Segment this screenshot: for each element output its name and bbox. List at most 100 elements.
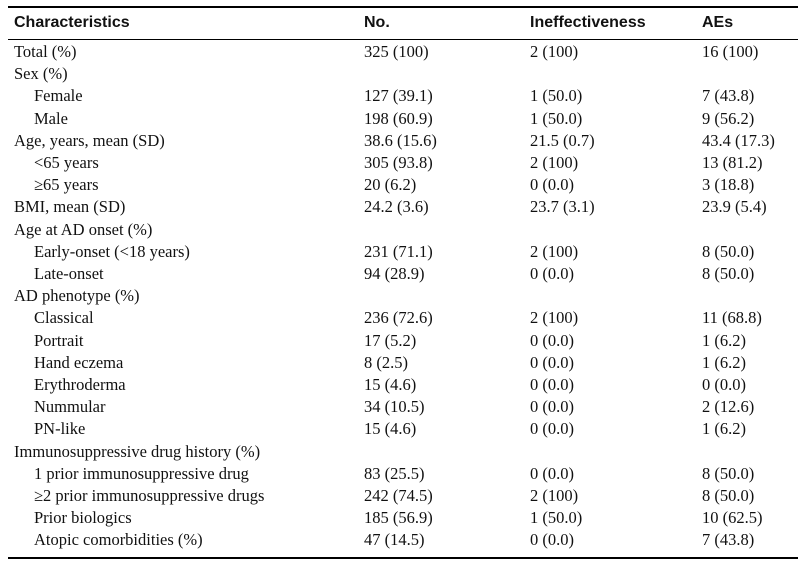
cell-no: 231 (71.1) [364, 241, 433, 261]
table-row: Hand eczema 8 (2.5) 0 (0.0) 1 (6.2) [8, 352, 798, 374]
row-label: Age at AD onset (%) [14, 219, 153, 239]
cell-aes: 1 (6.2) [702, 330, 746, 350]
cell-ineffectiveness: 1 (50.0) [530, 86, 583, 106]
row-label: Total (%) [14, 42, 77, 61]
table-row: Age at AD onset (%) [8, 219, 798, 241]
cell-no: 38.6 (15.6) [364, 130, 437, 150]
cell-ineffectiveness: 2 (100) [530, 42, 579, 61]
row-label: Erythroderma [34, 375, 126, 394]
row-label: Atopic comorbidities (%) [34, 530, 203, 550]
cell-ineffectiveness: 0 (0.0) [530, 175, 574, 195]
table-header-row: Characteristics No. Ineffectiveness AEs [8, 10, 798, 36]
cell-no: 83 (25.5) [364, 463, 425, 483]
cell-no: 198 (60.9) [364, 108, 433, 128]
table-row: Early-onset (<18 years) 231 (71.1) 2 (100)… [8, 241, 798, 263]
row-label: PN-like [34, 419, 86, 439]
table-row: Immunosuppressive drug history (%) [8, 441, 798, 463]
table-row: Age, years, mean (SD) 38.6 (15.6) 21.5 (0.… [8, 130, 798, 152]
cell-aes: 10 (62.5) [702, 508, 763, 528]
cell-no: 242 (74.5) [364, 486, 433, 505]
cell-ineffectiveness: 2 (100) [530, 153, 579, 172]
cell-ineffectiveness: 0 (0.0) [530, 463, 574, 483]
row-label: Classical [34, 308, 94, 328]
cell-no: 24.2 (3.6) [364, 197, 429, 217]
cell-ineffectiveness: 0 (0.0) [530, 375, 574, 394]
cell-aes: 43.4 (17.3) [702, 130, 775, 150]
row-label: Age, years, mean (SD) [14, 130, 165, 150]
cell-aes: 8 (50.0) [702, 264, 755, 283]
row-label: Prior biologics [34, 508, 132, 528]
table-row: BMI, mean (SD) 24.2 (3.6) 23.7 (3.1) 23.9 (… [8, 196, 798, 218]
row-label: <65 years [34, 153, 99, 172]
table-row: Classical 236 (72.6) 2 (100) 11 (68.8) [8, 307, 798, 329]
cell-ineffectiveness: 0 (0.0) [530, 264, 574, 283]
cell-no: 17 (5.2) [364, 330, 417, 350]
header-aes: AEs [702, 14, 734, 31]
cell-no: 305 (93.8) [364, 153, 433, 172]
header-ineffectiveness: Ineffectiveness [530, 14, 646, 31]
cell-aes: 23.9 (5.4) [702, 197, 767, 217]
cell-ineffectiveness: 23.7 (3.1) [530, 197, 595, 217]
cell-ineffectiveness: 0 (0.0) [530, 352, 574, 372]
table-row: Male 198 (60.9) 1 (50.0) 9 (56.2) [8, 108, 798, 130]
table-row: ≥2 prior immunosuppressive drugs 242 (74.… [8, 485, 798, 507]
table-row: Sex (%) [8, 63, 798, 85]
table-header-rule [8, 39, 798, 40]
row-label: Hand eczema [34, 352, 124, 372]
table-row: <65 years 305 (93.8) 2 (100) 13 (81.2) [8, 152, 798, 174]
table-row: PN-like 15 (4.6) 0 (0.0) 1 (6.2) [8, 418, 798, 440]
cell-ineffectiveness: 0 (0.0) [530, 530, 574, 550]
cell-ineffectiveness: 0 (0.0) [530, 330, 574, 350]
cell-ineffectiveness: 1 (50.0) [530, 108, 583, 128]
header-no: No. [364, 14, 390, 31]
row-label: 1 prior immunosuppressive drug [34, 463, 249, 483]
cell-no: 185 (56.9) [364, 508, 433, 528]
cell-aes: 1 (6.2) [702, 419, 746, 439]
table-row: Erythroderma 15 (4.6) 0 (0.0) 0 (0.0) [8, 374, 798, 396]
row-label: Male [34, 108, 68, 128]
cell-no: 236 (72.6) [364, 308, 433, 328]
cell-ineffectiveness: 2 (100) [530, 486, 579, 505]
row-label: Portrait [34, 330, 84, 350]
cell-aes: 7 (43.8) [702, 86, 755, 106]
cell-aes: 11 (68.8) [702, 308, 762, 328]
table-row: Atopic comorbidities (%) 47 (14.5) 0 (0.0)… [8, 529, 798, 551]
cell-no: 15 (4.6) [364, 419, 417, 439]
cell-ineffectiveness: 2 (100) [530, 241, 579, 261]
row-label: Sex (%) [14, 64, 68, 84]
cell-no: 127 (39.1) [364, 86, 433, 106]
table-row: ≥65 years 20 (6.2) 0 (0.0) 3 (18.8) [8, 174, 798, 196]
cell-no: 34 (10.5) [364, 397, 425, 417]
row-label: Nummular [34, 397, 106, 417]
cell-aes: 0 (0.0) [702, 375, 746, 394]
table-row: 1 prior immunosuppressive drug 83 (25.5) 0… [8, 463, 798, 485]
cell-no: 94 (28.9) [364, 264, 425, 283]
table-bottom-rule [8, 557, 798, 559]
cell-ineffectiveness: 0 (0.0) [530, 397, 574, 417]
cell-ineffectiveness: 21.5 (0.7) [530, 130, 595, 150]
row-label: Immunosuppressive drug history (%) [14, 441, 261, 461]
cell-no: 15 (4.6) [364, 375, 417, 394]
cell-aes: 3 (18.8) [702, 175, 755, 195]
cell-aes: 8 (50.0) [702, 463, 755, 483]
cell-ineffectiveness: 2 (100) [530, 308, 579, 328]
table-top-rule [8, 6, 798, 8]
cell-aes: 2 (12.6) [702, 397, 755, 417]
row-label: Late-onset [34, 264, 104, 283]
row-label: Early-onset (<18 years) [34, 241, 190, 261]
header-characteristics: Characteristics [14, 14, 130, 31]
cell-aes: 7 (43.8) [702, 530, 755, 550]
cell-aes: 13 (81.2) [702, 153, 763, 172]
cell-ineffectiveness: 1 (50.0) [530, 508, 583, 528]
row-label: ≥65 years [34, 175, 99, 195]
cell-ineffectiveness: 0 (0.0) [530, 419, 574, 439]
cell-aes: 8 (50.0) [702, 241, 755, 261]
row-label: ≥2 prior immunosuppressive drugs [34, 486, 265, 505]
table-row: Late-onset 94 (28.9) 0 (0.0) 8 (50.0) [8, 263, 798, 285]
cell-no: 325 (100) [364, 42, 429, 61]
row-label: AD phenotype (%) [14, 286, 140, 306]
row-label: Female [34, 86, 83, 106]
table-row: AD phenotype (%) [8, 285, 798, 307]
cell-no: 20 (6.2) [364, 175, 417, 195]
table-row: Female 127 (39.1) 1 (50.0) 7 (43.8) [8, 85, 798, 107]
